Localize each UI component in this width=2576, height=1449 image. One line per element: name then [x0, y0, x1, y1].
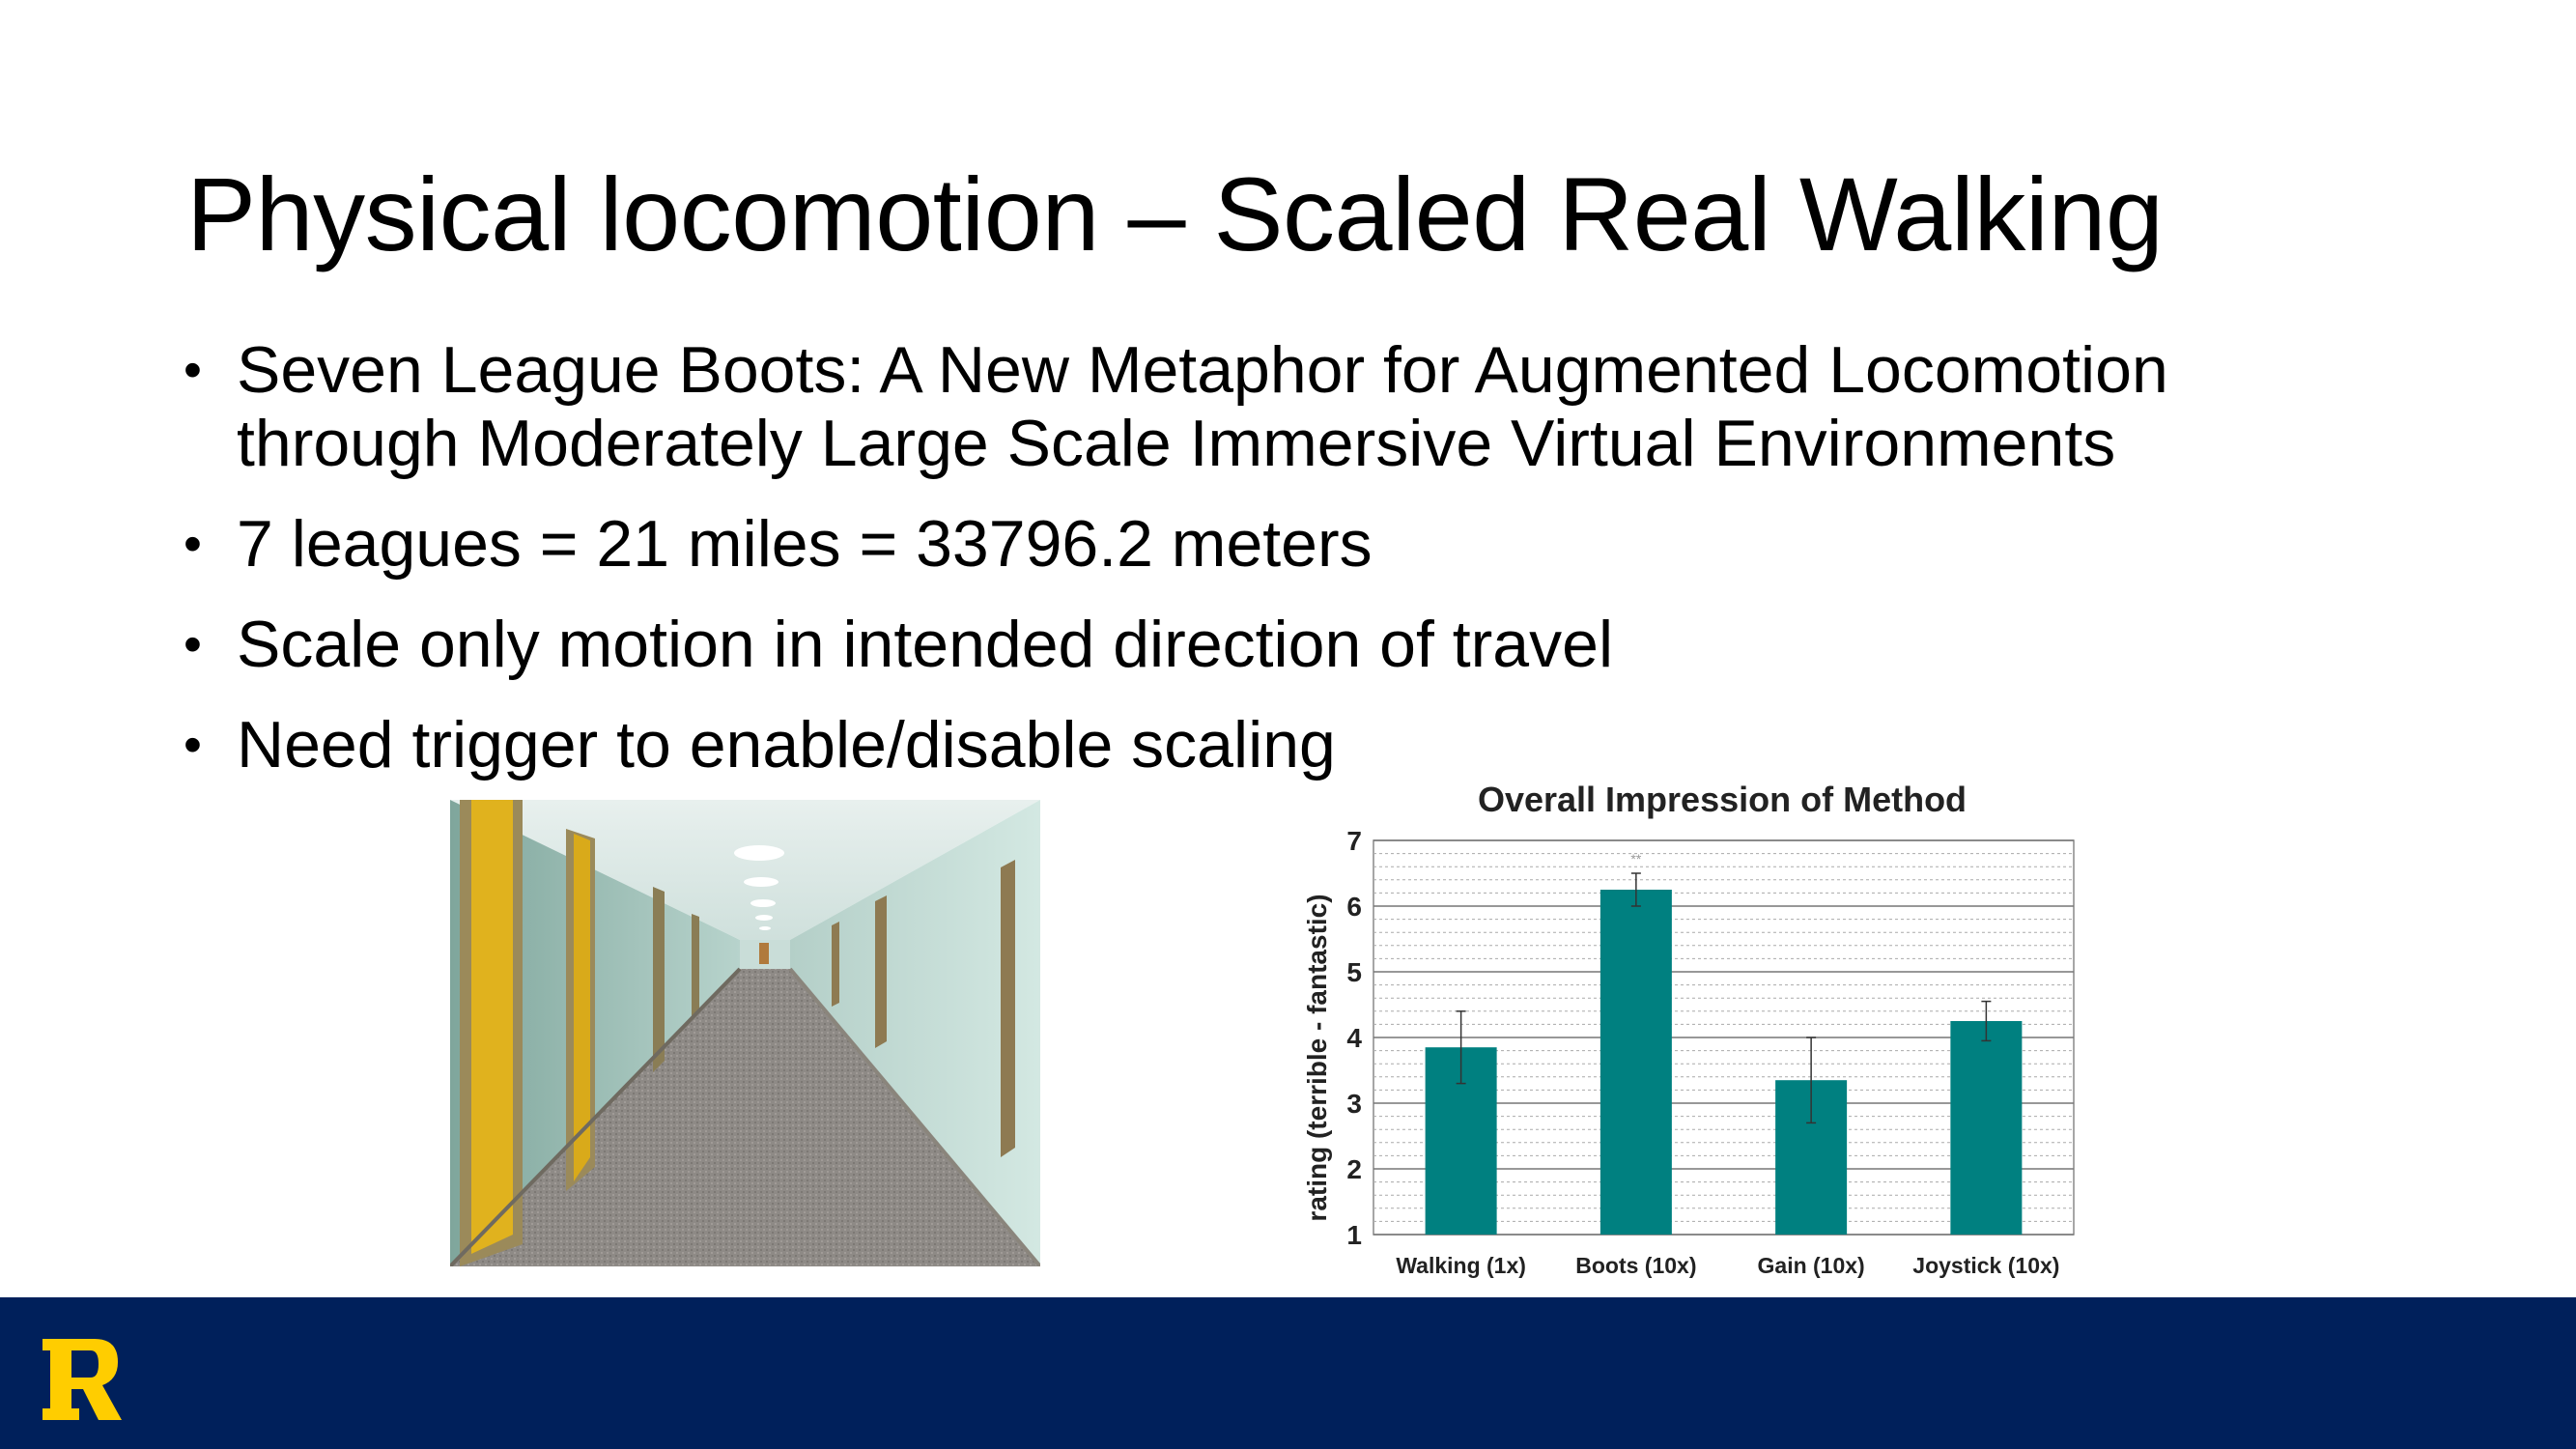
- bar: [1950, 1021, 2023, 1235]
- x-tick-label: Gain (10x): [1758, 1253, 1865, 1278]
- x-tick-label: Joystick (10x): [1912, 1253, 2059, 1278]
- y-tick-label: 5: [1346, 957, 1362, 987]
- slide-title: Physical locomotion – Scaled Real Walkin…: [186, 156, 2164, 272]
- bullet-item: • 7 leagues = 21 miles = 33796.2 meters: [184, 507, 2405, 581]
- y-tick-label: 2: [1346, 1154, 1362, 1184]
- chart-title: Overall Impression of Method: [1478, 782, 1967, 819]
- y-tick-label: 4: [1346, 1023, 1362, 1053]
- bullet-text: Need trigger to enable/disable scaling: [237, 708, 1336, 781]
- bullet-text: 7 leagues = 21 miles = 33796.2 meters: [237, 507, 1373, 581]
- x-tick-label: Walking (1x): [1396, 1253, 1526, 1278]
- hallway-illustration: [450, 800, 1040, 1266]
- y-tick-label: 7: [1346, 826, 1362, 856]
- bullet-text: Scale only motion in intended direction …: [237, 608, 1614, 681]
- bullet-item: • Need trigger to enable/disable scaling: [184, 708, 2405, 781]
- hallway-image: [450, 800, 1040, 1266]
- footer-bar: [0, 1297, 2576, 1449]
- bullet-dot: •: [184, 515, 202, 573]
- y-tick-label: 1: [1346, 1220, 1362, 1250]
- y-tick-label: 6: [1346, 892, 1362, 922]
- bar-chart: Overall Impression of Method rating (ter…: [1299, 780, 2091, 1285]
- bullet-text: Seven League Boots: A New Metaphor for A…: [237, 333, 2168, 480]
- bullet-dot: •: [184, 615, 202, 673]
- logo-icon: [42, 1339, 122, 1420]
- bullet-item: • Scale only motion in intended directio…: [184, 608, 2405, 681]
- bar: [1599, 890, 1672, 1235]
- y-tick-label: 3: [1346, 1089, 1362, 1119]
- chart-y-axis-label: rating (terrible - fantastic): [1302, 894, 1332, 1221]
- bullet-item: • Seven League Boots: A New Metaphor for…: [184, 333, 2405, 480]
- bullet-list: • Seven League Boots: A New Metaphor for…: [184, 333, 2405, 809]
- significance-annotation: **: [1630, 851, 1641, 867]
- bullet-dot: •: [184, 716, 202, 774]
- x-tick-label: Boots (10x): [1575, 1253, 1696, 1278]
- chart-svg: Overall Impression of Method rating (ter…: [1302, 780, 2075, 1278]
- bullet-dot: •: [184, 341, 202, 399]
